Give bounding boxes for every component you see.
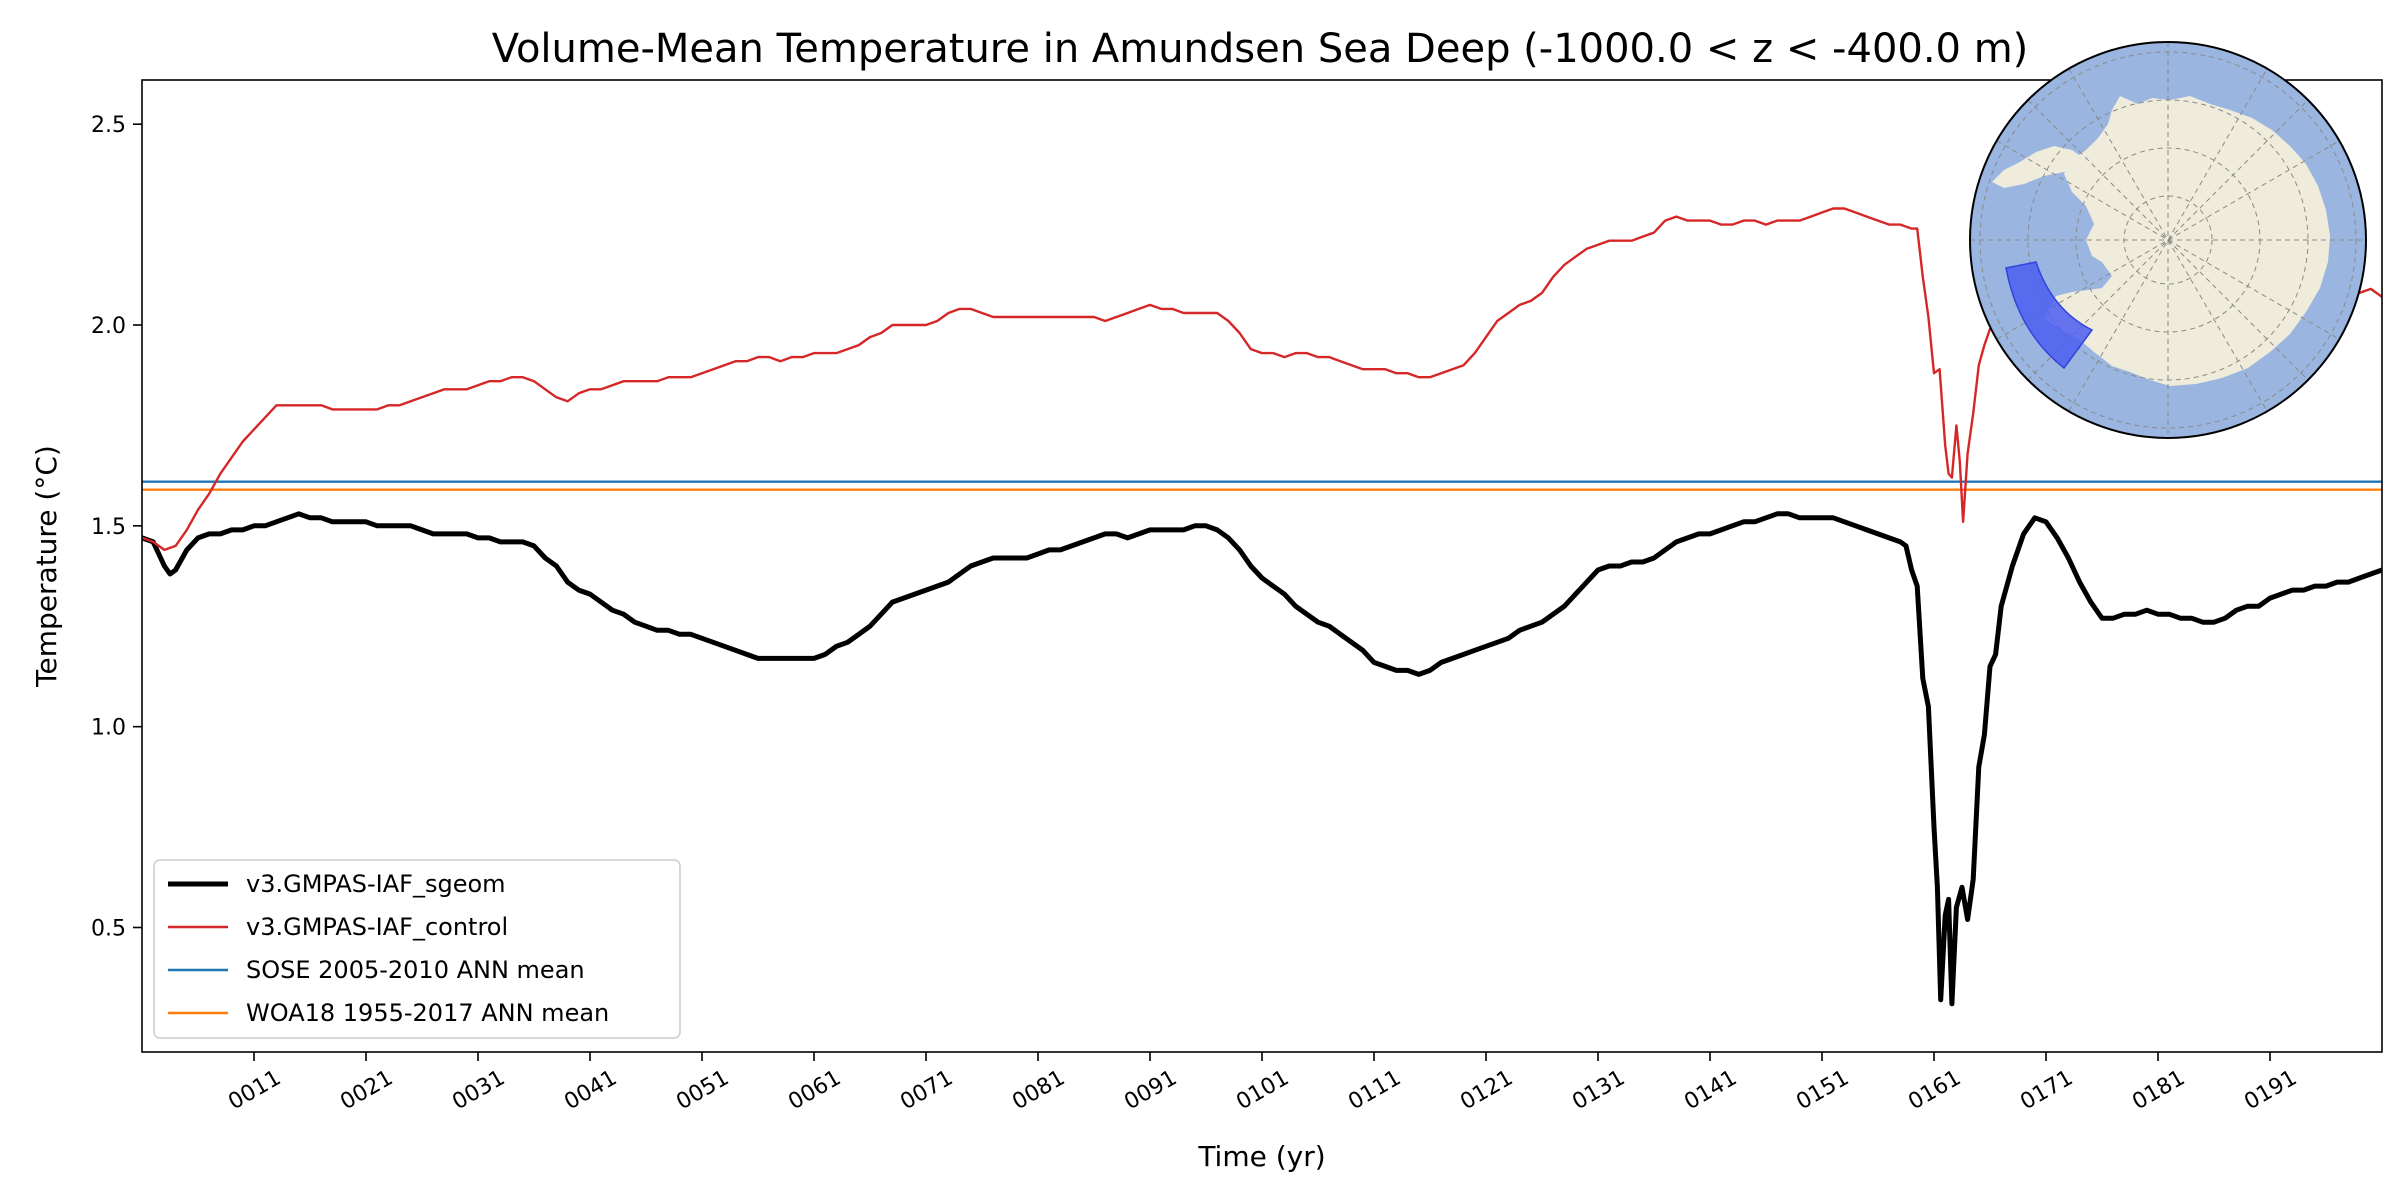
chart-title: Volume-Mean Temperature in Amundsen Sea … (492, 26, 2029, 72)
legend-label-0: v3.GMPAS-IAF_sgeom (246, 870, 506, 898)
antarctica-landmass (2044, 96, 2330, 386)
y-axis-label: Temperature (°C) (30, 445, 63, 688)
legend-box (153, 859, 681, 1039)
y-tick-label: 2.0 (91, 314, 126, 339)
inset-map-antarctica (1969, 41, 2367, 439)
y-axis: 0.5 1.0 1.5 2.0 2.5 (91, 113, 142, 941)
plot-area (141, 79, 2383, 1053)
legend-label-2: SOSE 2005-2010 ANN mean (246, 956, 585, 984)
legend-label-3: WOA18 1955-2017 ANN mean (246, 999, 609, 1027)
series-lines (142, 207, 2382, 1007)
reference-lines (142, 480, 2382, 491)
y-tick-label: 2.5 (91, 113, 126, 138)
series-line-0 (142, 511, 2382, 1007)
antarctic-peninsula (1992, 146, 2086, 188)
x-axis-label: Time (yr) (1197, 1140, 1325, 1173)
y-tick-label: 1.5 (91, 515, 126, 540)
legend: v3.GMPAS-IAF_sgeom v3.GMPAS-IAF_control SO… (153, 859, 681, 1039)
y-tick-label: 0.5 (91, 916, 126, 941)
y-tick-label: 1.0 (91, 716, 126, 741)
series-line-1 (142, 207, 2382, 552)
map-border (1969, 41, 2367, 439)
amundsen-sea-region (2005, 261, 2094, 370)
legend-label-1: v3.GMPAS-IAF_control (246, 913, 508, 941)
